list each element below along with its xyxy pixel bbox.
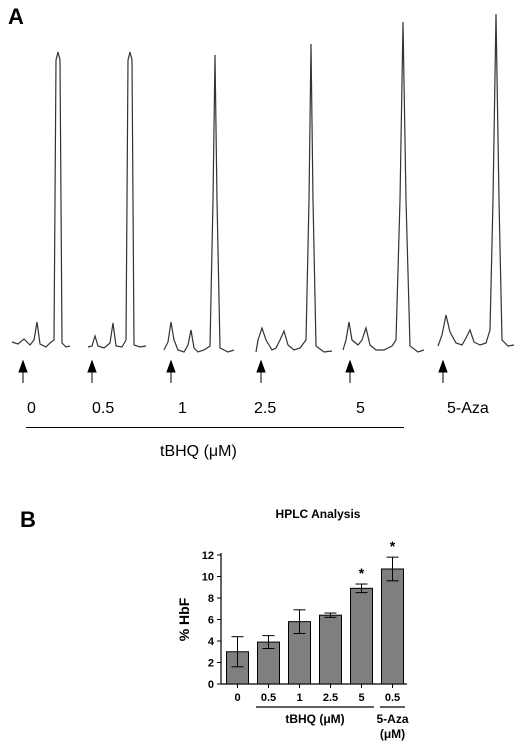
chromatogram-trace-1 [163,54,235,353]
injection-arrow-5 [345,359,355,383]
chromatogram-trace-2.5 [255,43,333,353]
significance-mark-5: * [390,538,396,554]
chromatogram-trace-0.5 [87,51,147,349]
trace-label-0.5: 0.5 [92,400,115,417]
x-tick-label-4: 5 [358,692,364,704]
panel-a-label: A [8,4,24,29]
trace-label-0: 0 [27,400,36,417]
bar-4 [350,587,373,685]
chart-title: HPLC Analysis [276,507,361,521]
bar-3 [319,614,342,685]
injection-arrow-2.5 [256,359,266,383]
y-tick-label-12: 12 [202,550,214,562]
injection-arrow-0 [18,359,28,383]
chromatogram-trace-5-aza [437,13,515,347]
injection-arrow-1 [166,359,176,383]
treatment-bracket-line [26,427,404,428]
y-tick-label-0: 0 [208,679,214,691]
group-label-1: 5-Aza [376,712,408,726]
y-tick-label-4: 4 [208,636,215,648]
treatment-label: tBHQ (μM) [160,443,237,460]
trace-label-5-aza: 5-Aza [447,400,489,417]
trace-label-1: 1 [178,400,187,417]
x-tick-label-5: 0.5 [385,692,400,704]
x-tick-label-0: 0 [234,692,240,704]
significance-mark-4: * [359,565,365,581]
y-tick-label-2: 2 [208,658,214,670]
injection-arrow-5-aza [438,359,448,383]
chromatogram-panel [11,13,515,383]
group-label-line2-1: (μM) [380,727,405,741]
panel-b-label: B [20,507,36,532]
chromatogram-trace-5 [342,21,425,353]
trace-label-5: 5 [356,400,365,417]
bar-5 [381,568,404,685]
group-label-0: tBHQ (μM) [285,712,344,726]
y-tick-label-10: 10 [202,572,214,584]
trace-label-2.5: 2.5 [254,400,277,417]
x-tick-label-3: 2.5 [323,692,338,704]
y-tick-label-6: 6 [208,615,214,627]
injection-arrow-0.5 [87,359,97,383]
y-tick-label-8: 8 [208,593,214,605]
x-tick-label-2: 1 [296,692,302,704]
chromatogram-trace-0 [11,51,71,348]
y-axis-label: % HbF [176,597,192,641]
x-tick-label-1: 0.5 [261,692,276,704]
